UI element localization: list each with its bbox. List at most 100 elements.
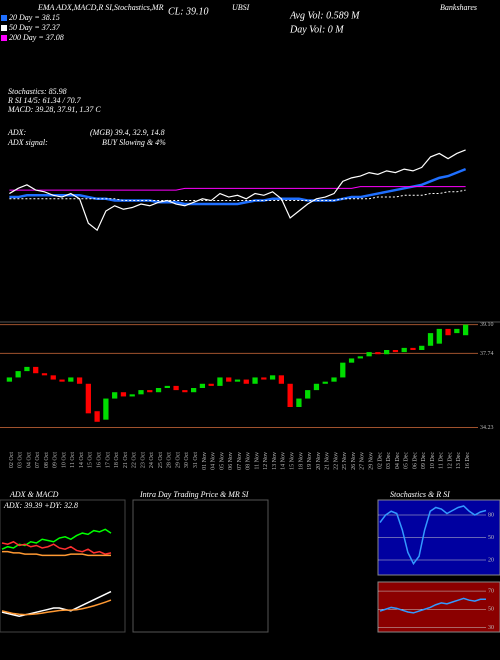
ma-line: [9, 186, 466, 191]
candle: [76, 377, 83, 384]
y-tick-label: 70: [488, 588, 494, 594]
x-tick-label: 29 Oct: [175, 452, 181, 468]
x-tick-label: 18 Nov: [298, 452, 304, 470]
x-tick-label: 15 Nov: [290, 452, 296, 470]
indicator-line: [1, 590, 112, 618]
ticker: UBSI: [232, 3, 250, 12]
x-tick-label: 11 Dec: [439, 452, 445, 469]
candle: [348, 358, 355, 363]
candle: [103, 398, 109, 420]
candle: [208, 383, 214, 386]
indicator-line: [379, 597, 486, 614]
x-tick-label: 09 Oct: [53, 452, 59, 468]
x-tick-label: 04 Oct: [26, 452, 32, 468]
x-tick-label: 27 Nov: [360, 452, 366, 470]
y-tick-label: 50: [488, 607, 494, 613]
x-tick-label: 24 Oct: [149, 452, 155, 468]
y-tick-label: 37.74: [480, 351, 494, 357]
x-tick-label: 28 Oct: [167, 452, 173, 468]
candle: [313, 383, 320, 391]
x-tick-label: 30 Oct: [184, 452, 190, 468]
x-tick-label: 14 Nov: [281, 452, 287, 470]
legend-swatch: [1, 15, 7, 21]
candle: [340, 362, 346, 378]
x-tick-label: 06 Nov: [228, 452, 234, 470]
x-tick-label: 25 Oct: [158, 452, 164, 468]
x-tick-label: 10 Dec: [430, 452, 436, 469]
adx-panel: [0, 499, 126, 633]
x-tick-label: 07 Oct: [35, 452, 41, 468]
indicator-line: [1, 540, 112, 555]
x-tick-label: 13 Nov: [272, 452, 278, 470]
candle: [401, 347, 407, 353]
intraday-panel: [132, 499, 269, 633]
stat: MACD: 39.28, 37.91, 1.37 C: [7, 105, 101, 114]
x-tick-label: 13 Dec: [456, 452, 462, 469]
candle: [33, 366, 39, 374]
candle: [462, 324, 469, 336]
indicator-line: [1, 599, 112, 616]
x-tick-label: 26 Nov: [351, 452, 357, 470]
candle: [261, 377, 267, 380]
candle: [366, 352, 372, 357]
x-tick-label: 21 Oct: [123, 452, 129, 468]
stat: Stochastics: 85.98: [8, 87, 67, 96]
x-tick-label: 04 Nov: [211, 452, 217, 470]
candle: [436, 328, 442, 344]
price-line: [9, 149, 466, 232]
candle: [94, 411, 100, 422]
x-tick-label: 29 Nov: [368, 452, 374, 470]
candle: [392, 350, 399, 353]
panel-bg: [377, 581, 500, 633]
candle: [217, 377, 223, 386]
x-tick-label: 05 Nov: [219, 452, 225, 470]
legend-swatch: [1, 35, 7, 41]
x-tick-label: 08 Nov: [246, 452, 252, 470]
x-tick-label: 02 Oct: [9, 452, 15, 468]
x-tick-label: 11 Oct: [70, 452, 76, 468]
x-tick-label: 22 Oct: [132, 452, 138, 468]
x-tick-label: 19 Nov: [307, 452, 313, 470]
y-tick-label: 80: [488, 512, 494, 518]
candle: [322, 381, 328, 384]
y-tick-label: 39.10: [480, 322, 494, 328]
candle: [287, 383, 293, 407]
candle: [155, 388, 162, 393]
legend-swatch: [1, 25, 7, 31]
candle: [120, 392, 127, 397]
candle: [278, 375, 284, 384]
x-tick-label: 22 Nov: [333, 452, 339, 470]
candle: [68, 377, 74, 382]
indicator-line: [1, 528, 112, 550]
x-tick-label: 18 Oct: [114, 452, 120, 468]
x-tick-label: 10 Oct: [61, 452, 67, 468]
candle: [445, 328, 451, 336]
x-tick-label: 06 Dec: [412, 452, 418, 469]
candle: [41, 373, 48, 376]
x-tick-label: 11 Nov: [254, 452, 260, 470]
avg-vol: Avg Vol: 0.589 M: [289, 10, 360, 21]
candle: [15, 371, 21, 378]
candle: [419, 345, 425, 350]
ma-line: [9, 167, 467, 206]
y-tick-label: 50: [488, 535, 494, 541]
candle: [191, 388, 197, 393]
x-tick-label: 08 Oct: [44, 452, 50, 468]
candle: [454, 328, 460, 334]
x-tick-label: 31 Oct: [193, 452, 199, 468]
candle: [226, 377, 232, 382]
candle: [199, 383, 206, 388]
candle: [112, 392, 118, 399]
stat: R SI 14/5: 61.34 / 70.7: [7, 96, 82, 105]
legend-entry: 200 Day = 37.08: [9, 33, 64, 42]
candle: [243, 379, 249, 384]
day-vol: Day Vol: 0 M: [289, 24, 344, 35]
candle: [375, 352, 381, 355]
x-tick-label: 17 Oct: [105, 452, 111, 468]
candle: [59, 379, 65, 382]
panel-title: Intra Day Trading Price & MR SI: [139, 490, 249, 499]
legend-entry: 20 Day = 38.15: [9, 13, 60, 22]
candle: [305, 390, 311, 399]
candle: [24, 366, 30, 372]
